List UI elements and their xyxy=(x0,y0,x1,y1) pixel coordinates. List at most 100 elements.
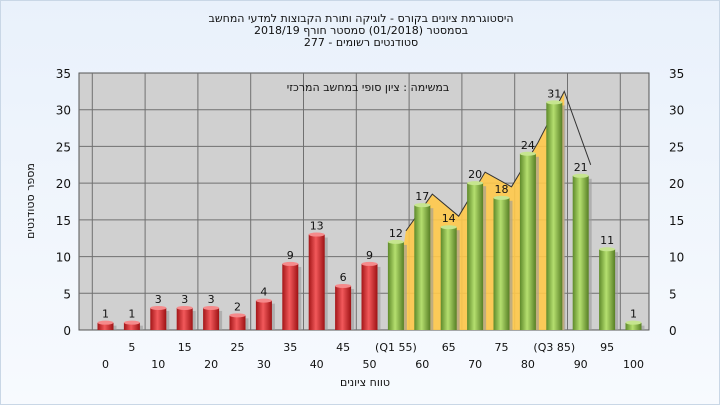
histogram-bar xyxy=(97,322,114,330)
bar-value-label: 18 xyxy=(495,183,509,196)
chart-title-block: היסטוגרמת ציונים בקורס - לוגיקה ותורת הק… xyxy=(1,13,720,49)
bar-value-label: 1 xyxy=(102,308,109,321)
histogram-bar xyxy=(572,175,589,330)
bar-cap xyxy=(282,261,299,266)
x-tick-label-lower: 30 xyxy=(257,358,271,371)
histogram-bar-group: 31 xyxy=(546,87,566,330)
bar-cap xyxy=(123,320,140,325)
bar-value-label: 3 xyxy=(208,293,215,306)
y-tick-label-left: 30 xyxy=(56,104,71,118)
y-axis-title: מספר סטודנטים xyxy=(24,163,37,239)
histogram-bar xyxy=(387,241,404,330)
x-tick-label-lower: 10 xyxy=(151,358,165,371)
histogram-bar xyxy=(282,263,299,330)
bar-cap xyxy=(493,195,510,200)
bar-cap xyxy=(546,100,563,105)
histogram-bar xyxy=(493,197,510,330)
histogram-bar-group: 11 xyxy=(599,234,619,330)
histogram-bar-group: 20 xyxy=(467,168,487,330)
histogram-bar xyxy=(176,307,193,330)
histogram-bar-group: 24 xyxy=(519,139,539,330)
y-tick-label-left: 25 xyxy=(56,140,71,154)
y-tick-label-right: 30 xyxy=(669,104,684,118)
bar-value-label: 3 xyxy=(181,293,188,306)
bar-value-label: 20 xyxy=(468,168,482,181)
x-tick-label-lower: 90 xyxy=(574,358,588,371)
bar-cap xyxy=(387,239,404,244)
histogram-bar xyxy=(308,234,325,330)
bar-value-label: 1 xyxy=(630,308,637,321)
y-tick-label-right: 25 xyxy=(669,140,684,154)
x-tick-label-upper: (Q1 55) xyxy=(375,341,417,354)
x-axis-title: טווח ציונים xyxy=(340,376,390,389)
histogram-bar xyxy=(361,263,378,330)
x-tick-label-upper: 35 xyxy=(283,341,297,354)
x-tick-label-lower: 100 xyxy=(623,358,644,371)
histogram-bar-group: 3 xyxy=(203,293,223,330)
x-tick-label-upper: 45 xyxy=(336,341,350,354)
histogram-bar-group: 12 xyxy=(387,227,407,330)
histogram-bar xyxy=(414,205,431,330)
histogram-bar-group: 14 xyxy=(440,212,460,330)
x-tick-label-upper: 75 xyxy=(495,341,509,354)
bar-value-label: 2 xyxy=(234,300,241,313)
bar-cap xyxy=(599,247,616,252)
histogram-bar-group: 9 xyxy=(282,249,302,330)
histogram-bar-group: 4 xyxy=(255,286,275,330)
bar-cap xyxy=(176,305,193,310)
x-tick-label-upper: 15 xyxy=(178,341,192,354)
bar-value-label: 12 xyxy=(389,227,403,240)
y-tick-label-right: 10 xyxy=(669,251,684,265)
bar-cap xyxy=(572,173,589,178)
bar-cap xyxy=(440,225,457,230)
chart-annotation: במשימה : ציון סופי במחשב המרכזי xyxy=(287,81,450,94)
x-tick-label-lower: 60 xyxy=(415,358,429,371)
bar-cap xyxy=(519,151,536,156)
histogram-bar-group: 6 xyxy=(335,271,355,330)
histogram-bar xyxy=(229,315,246,330)
histogram-bar-group: 21 xyxy=(572,161,592,330)
histogram-bar-group: 1 xyxy=(123,308,143,330)
histogram-bar xyxy=(440,227,457,330)
bar-cap xyxy=(414,203,431,208)
bar-value-label: 6 xyxy=(340,271,347,284)
histogram-bar-group: 18 xyxy=(493,183,513,330)
chart-title-line-2: בסמסטר (01/2018) סמסטר חורף 2018/19 xyxy=(254,24,468,37)
x-tick-label-lower: 70 xyxy=(468,358,482,371)
x-tick-label-lower: 50 xyxy=(363,358,377,371)
histogram-bar-group: 2 xyxy=(229,300,249,330)
y-tick-label-right: 35 xyxy=(669,67,684,81)
histogram-bar xyxy=(150,307,167,330)
bar-cap xyxy=(229,313,246,318)
bar-value-label: 21 xyxy=(574,161,588,174)
bar-value-label: 4 xyxy=(260,286,267,299)
histogram-bar xyxy=(625,322,642,330)
histogram-bar xyxy=(255,300,272,330)
bar-cap xyxy=(361,261,378,266)
x-tick-label-upper: 5 xyxy=(128,341,135,354)
bar-value-label: 1 xyxy=(128,308,135,321)
y-tick-label-right: 15 xyxy=(669,214,684,228)
bar-cap xyxy=(467,181,484,186)
histogram-bar-group: 3 xyxy=(150,293,170,330)
x-tick-label-lower: 40 xyxy=(310,358,324,371)
histogram-bar-group: 13 xyxy=(308,220,328,330)
histogram-bar xyxy=(546,102,563,330)
histogram-bar-group: 1 xyxy=(625,308,645,330)
y-tick-label-left: 35 xyxy=(56,67,71,81)
bar-value-label: 13 xyxy=(310,220,324,233)
histogram-bar xyxy=(467,183,484,330)
bar-value-label: 24 xyxy=(521,139,535,152)
bar-value-label: 14 xyxy=(442,212,456,225)
bar-cap xyxy=(625,320,642,325)
bar-cap xyxy=(308,232,325,237)
x-tick-label-upper: 25 xyxy=(231,341,245,354)
bar-value-label: 3 xyxy=(155,293,162,306)
x-tick-label-upper: 65 xyxy=(442,341,456,354)
bar-value-label: 31 xyxy=(547,87,561,100)
bar-value-label: 9 xyxy=(366,249,373,262)
y-tick-label-left: 15 xyxy=(56,214,71,228)
x-tick-label-lower: 0 xyxy=(102,358,109,371)
histogram-bar xyxy=(123,322,140,330)
